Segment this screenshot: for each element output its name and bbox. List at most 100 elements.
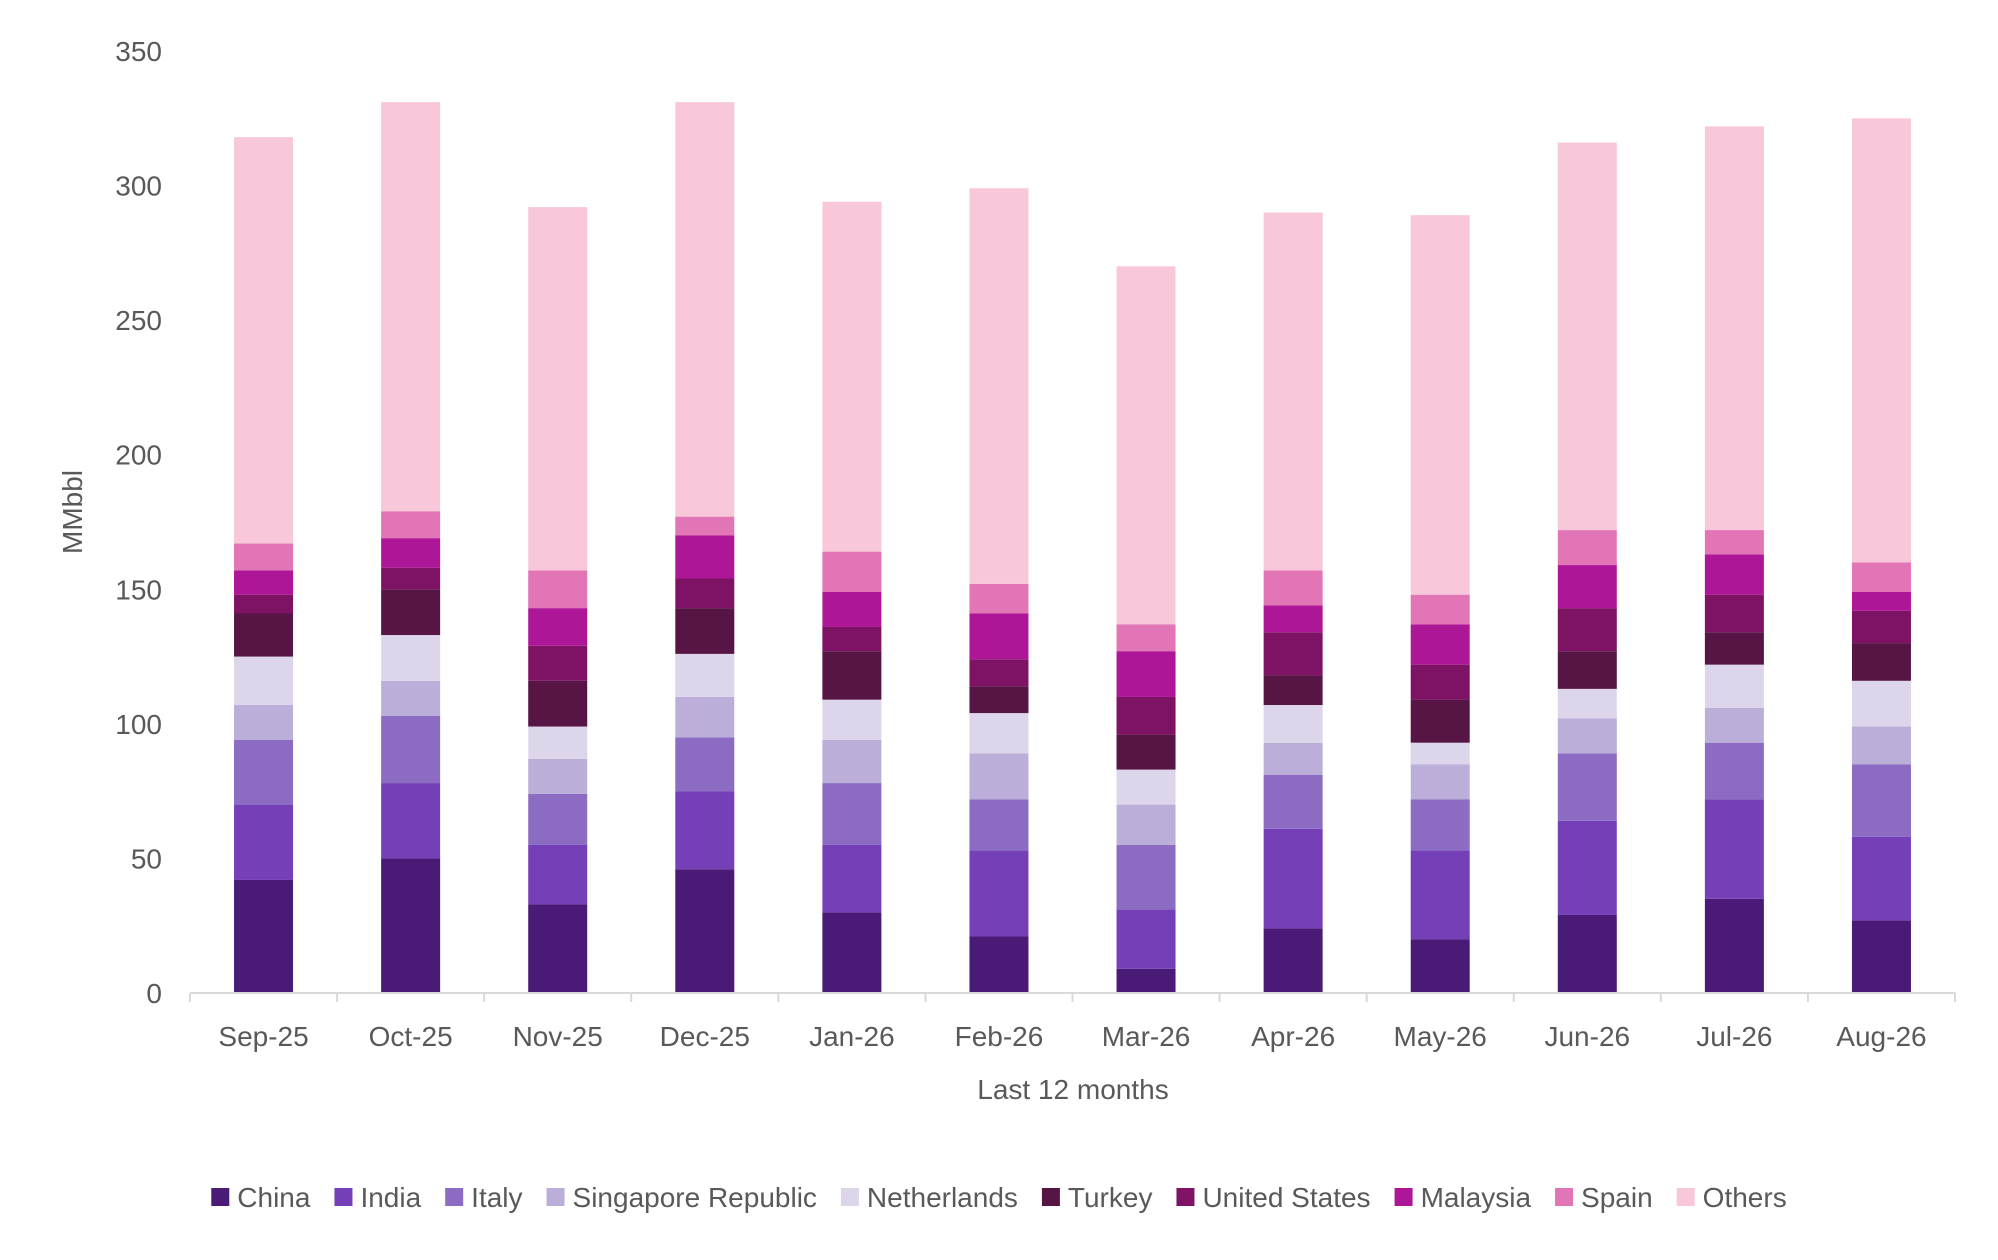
legend-item: Italy <box>445 1182 523 1213</box>
bar-segment <box>1263 774 1323 829</box>
bar-segment <box>1557 688 1617 719</box>
legend-label: Italy <box>471 1182 522 1213</box>
bar-segment <box>675 869 735 993</box>
legend-label: China <box>237 1182 311 1213</box>
x-axis <box>189 992 1956 1002</box>
x-tick-label: Jul-26 <box>1696 1021 1772 1052</box>
bar-segment <box>822 783 882 845</box>
bar-segment <box>1557 608 1617 652</box>
bar-segment <box>1116 734 1176 770</box>
bar-segment <box>675 608 735 654</box>
bar-segment <box>381 511 441 539</box>
legend-item: United States <box>1176 1182 1371 1213</box>
bar-segment <box>675 102 735 517</box>
x-tick-label: Jan-26 <box>809 1021 895 1052</box>
legend-item: China <box>211 1182 311 1213</box>
legend-item: Netherlands <box>840 1182 1018 1213</box>
bar-segment <box>1851 920 1911 993</box>
y-tick-label: 350 <box>115 36 162 67</box>
legend-label: Singapore Republic <box>573 1182 817 1213</box>
bars <box>234 102 1911 993</box>
bar-segment <box>822 551 882 592</box>
bar-segment <box>675 535 735 579</box>
bar-segment <box>234 705 294 741</box>
x-tick-label: Nov-25 <box>513 1021 603 1052</box>
bar-segment <box>675 737 735 792</box>
bar-segment <box>1263 828 1323 929</box>
legend-swatch <box>334 1188 353 1206</box>
y-tick-label: 200 <box>115 440 162 471</box>
bar-segment <box>969 686 1029 714</box>
bar-segment <box>1263 570 1323 606</box>
x-tick-label: Apr-26 <box>1251 1021 1335 1052</box>
x-axis-ticks: Sep-25 Oct-25 Nov-25 Dec-25 Jan-26 Feb-26 Mar-… <box>218 1021 1926 1052</box>
bar-segment <box>1851 591 1911 611</box>
bar-segment <box>528 608 588 646</box>
bar-segment <box>969 659 1029 687</box>
bar-segment <box>234 594 294 614</box>
x-axis-label: Last 12 months <box>977 1074 1168 1105</box>
x-tick-label: Feb-26 <box>955 1021 1044 1052</box>
bar-stack <box>1704 126 1764 993</box>
bar-segment <box>822 201 882 552</box>
legend-label: Malaysia <box>1421 1182 1532 1213</box>
legend-item: India <box>334 1182 422 1213</box>
y-tick-label: 50 <box>131 843 162 874</box>
bar-segment <box>1557 142 1617 531</box>
legend-item: Spain <box>1555 1182 1653 1213</box>
y-axis-label: MMbbl <box>57 470 88 554</box>
legend-item: Turkey <box>1041 1182 1152 1213</box>
bar-segment <box>1704 799 1764 899</box>
x-tick-label: Jun-26 <box>1544 1021 1630 1052</box>
bar-segment <box>675 653 735 697</box>
x-tick-label: Oct-25 <box>369 1021 453 1052</box>
bar-segment <box>675 696 735 738</box>
bar-segment <box>234 656 294 706</box>
bar-segment <box>1557 651 1617 689</box>
bar-segment <box>234 543 294 571</box>
bar-segment <box>381 715 441 784</box>
bar-segment <box>822 912 882 993</box>
bar-segment <box>822 699 882 740</box>
bar-segment <box>1410 939 1470 993</box>
bar-segment <box>528 844 588 905</box>
bar-segment <box>1557 565 1617 609</box>
legend-label: United States <box>1202 1182 1370 1213</box>
bar-segment <box>234 570 294 595</box>
bar-segment <box>822 844 882 913</box>
legend-item: Singapore Republic <box>546 1182 817 1213</box>
bar-segment <box>1116 844 1176 910</box>
y-tick-label: 250 <box>115 305 162 336</box>
y-axis-ticks: 0 50 100 150 200 250 300 350 <box>115 36 162 1009</box>
bar-segment <box>1263 212 1323 571</box>
legend-swatch <box>445 1188 464 1206</box>
bar-segment <box>1116 696 1176 735</box>
bar-segment <box>1410 699 1470 743</box>
bar-segment <box>528 207 588 571</box>
bar-segment <box>528 645 588 681</box>
bar-segment <box>381 858 441 993</box>
bar-segment <box>1704 664 1764 708</box>
bar-segment <box>1410 624 1470 665</box>
bar-segment <box>1410 850 1470 940</box>
bar-segment <box>381 589 441 636</box>
bar-segment <box>381 102 441 512</box>
x-tick-label: Sep-25 <box>218 1021 308 1052</box>
legend-swatch <box>840 1188 859 1206</box>
y-tick-label: 0 <box>146 978 162 1009</box>
bar-segment <box>1410 664 1470 700</box>
legend-swatch <box>1676 1188 1695 1206</box>
bar-segment <box>234 740 294 805</box>
bar-segment <box>381 538 441 568</box>
y-tick-label: 150 <box>115 574 162 605</box>
legend-swatch <box>546 1188 565 1206</box>
legend-label: Spain <box>1581 1182 1653 1213</box>
bar-segment <box>528 904 588 993</box>
bar-segment <box>1410 742 1470 765</box>
x-tick-label: Dec-25 <box>660 1021 750 1052</box>
bar-segment <box>1116 968 1176 993</box>
bar-segment <box>381 680 441 716</box>
bar-segment <box>1557 718 1617 754</box>
legend-label: Others <box>1703 1182 1787 1213</box>
